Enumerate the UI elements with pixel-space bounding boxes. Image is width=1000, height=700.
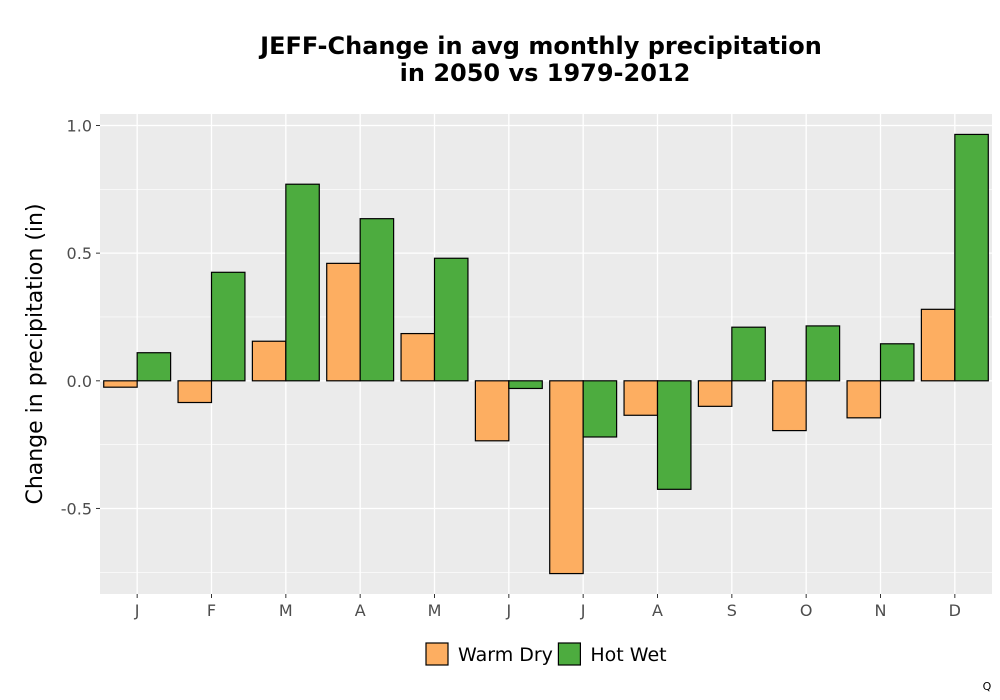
x-tick-label: D — [949, 601, 961, 620]
bar-hot-wet — [656, 380, 692, 490]
bars — [103, 133, 989, 575]
y-tick-label: 1.0 — [67, 116, 92, 135]
bar-warm-dry — [920, 308, 956, 382]
y-tick-label: 0.0 — [67, 372, 92, 391]
chart-title-line-1: JEFF-Change in avg monthly precipitation — [258, 32, 822, 60]
legend-swatch — [557, 642, 582, 666]
bar-hot-wet — [359, 218, 395, 382]
bar-warm-dry — [549, 380, 584, 575]
bar-warm-dry — [326, 262, 361, 382]
x-tick-label: J — [580, 601, 586, 620]
x-tick-label: M — [279, 601, 293, 620]
legend-label: Hot Wet — [590, 644, 666, 666]
legend: Warm Dry Hot Wet — [425, 642, 667, 666]
bar-warm-dry — [697, 380, 733, 407]
x-tick-label: J — [505, 601, 511, 620]
legend-label: Warm Dry — [458, 644, 553, 666]
bar-hot-wet — [136, 352, 172, 382]
bar-hot-wet — [582, 380, 618, 438]
chart-title-line-2: in 2050 vs 1979-2012 — [400, 59, 691, 87]
bar-warm-dry — [474, 380, 510, 442]
minor-gridlines — [100, 189, 992, 573]
x-tick-label: S — [727, 601, 737, 620]
bar-warm-dry — [103, 380, 138, 388]
bar-warm-dry — [251, 340, 287, 382]
bar-hot-wet — [210, 271, 246, 382]
bar-warm-dry — [772, 380, 807, 432]
x-tick-label: M — [428, 601, 442, 620]
bar-warm-dry — [623, 380, 659, 416]
x-tick-label: A — [355, 601, 366, 620]
y-axis-ticks: -0.5 0.0 0.5 1.0 — [61, 116, 100, 518]
x-tick-label: A — [652, 601, 663, 620]
bar-warm-dry — [400, 332, 436, 382]
bar-hot-wet — [805, 325, 841, 382]
x-tick-label: J — [134, 601, 140, 620]
bar-hot-wet — [508, 380, 543, 390]
x-tick-label: N — [875, 601, 887, 620]
y-tick-label: 0.5 — [67, 244, 92, 263]
x-tick-label: F — [207, 601, 216, 620]
bar-hot-wet — [731, 326, 766, 382]
y-axis-label: Change in precipitation (in) — [23, 203, 48, 504]
bar-warm-dry — [177, 380, 213, 404]
bar-hot-wet — [433, 257, 469, 382]
y-tick-label: -0.5 — [61, 499, 92, 518]
bar-hot-wet — [285, 183, 320, 382]
corner-mark: Q — [983, 680, 992, 693]
plot-panel — [100, 114, 992, 594]
bar-hot-wet — [954, 133, 989, 382]
bar-hot-wet — [879, 343, 915, 382]
x-tick-label: O — [800, 601, 813, 620]
bar-warm-dry — [846, 380, 882, 419]
legend-swatch — [425, 642, 449, 666]
